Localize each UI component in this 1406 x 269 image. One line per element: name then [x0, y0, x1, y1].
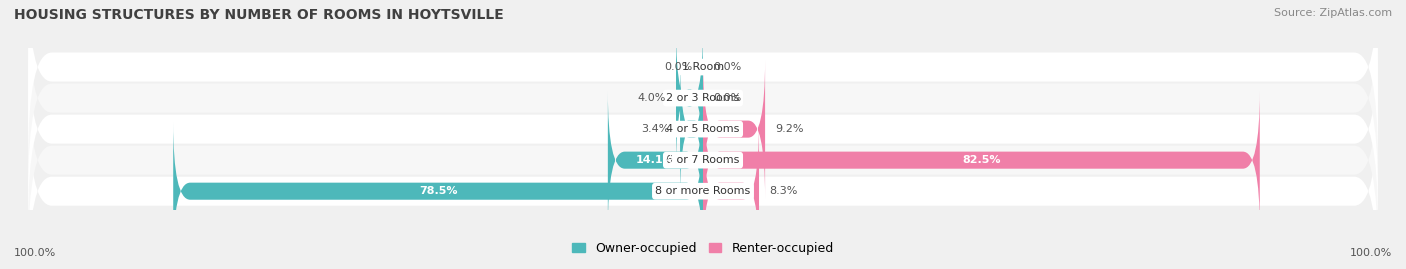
FancyBboxPatch shape — [28, 0, 1378, 161]
FancyBboxPatch shape — [703, 60, 765, 198]
FancyBboxPatch shape — [703, 91, 1260, 229]
Text: 4 or 5 Rooms: 4 or 5 Rooms — [666, 124, 740, 134]
Text: 3.4%: 3.4% — [641, 124, 669, 134]
FancyBboxPatch shape — [28, 4, 1378, 192]
Text: 6 or 7 Rooms: 6 or 7 Rooms — [666, 155, 740, 165]
Text: 2 or 3 Rooms: 2 or 3 Rooms — [666, 93, 740, 103]
Text: 0.0%: 0.0% — [713, 93, 741, 103]
Text: Source: ZipAtlas.com: Source: ZipAtlas.com — [1274, 8, 1392, 18]
Text: 82.5%: 82.5% — [962, 155, 1001, 165]
FancyBboxPatch shape — [28, 97, 1378, 269]
Text: 8.3%: 8.3% — [769, 186, 797, 196]
Text: 78.5%: 78.5% — [419, 186, 457, 196]
FancyBboxPatch shape — [28, 66, 1378, 254]
Text: 100.0%: 100.0% — [1350, 248, 1392, 258]
FancyBboxPatch shape — [173, 122, 703, 260]
Text: 8 or more Rooms: 8 or more Rooms — [655, 186, 751, 196]
FancyBboxPatch shape — [703, 122, 759, 260]
Text: 100.0%: 100.0% — [14, 248, 56, 258]
Text: HOUSING STRUCTURES BY NUMBER OF ROOMS IN HOYTSVILLE: HOUSING STRUCTURES BY NUMBER OF ROOMS IN… — [14, 8, 503, 22]
FancyBboxPatch shape — [28, 35, 1378, 223]
Text: 0.0%: 0.0% — [665, 62, 693, 72]
Text: 1 Room: 1 Room — [682, 62, 724, 72]
Text: 9.2%: 9.2% — [775, 124, 804, 134]
Text: 0.0%: 0.0% — [713, 62, 741, 72]
FancyBboxPatch shape — [681, 60, 703, 198]
Text: 14.1%: 14.1% — [636, 155, 675, 165]
FancyBboxPatch shape — [676, 29, 703, 167]
Legend: Owner-occupied, Renter-occupied: Owner-occupied, Renter-occupied — [568, 237, 838, 260]
Text: 4.0%: 4.0% — [637, 93, 666, 103]
FancyBboxPatch shape — [607, 91, 703, 229]
